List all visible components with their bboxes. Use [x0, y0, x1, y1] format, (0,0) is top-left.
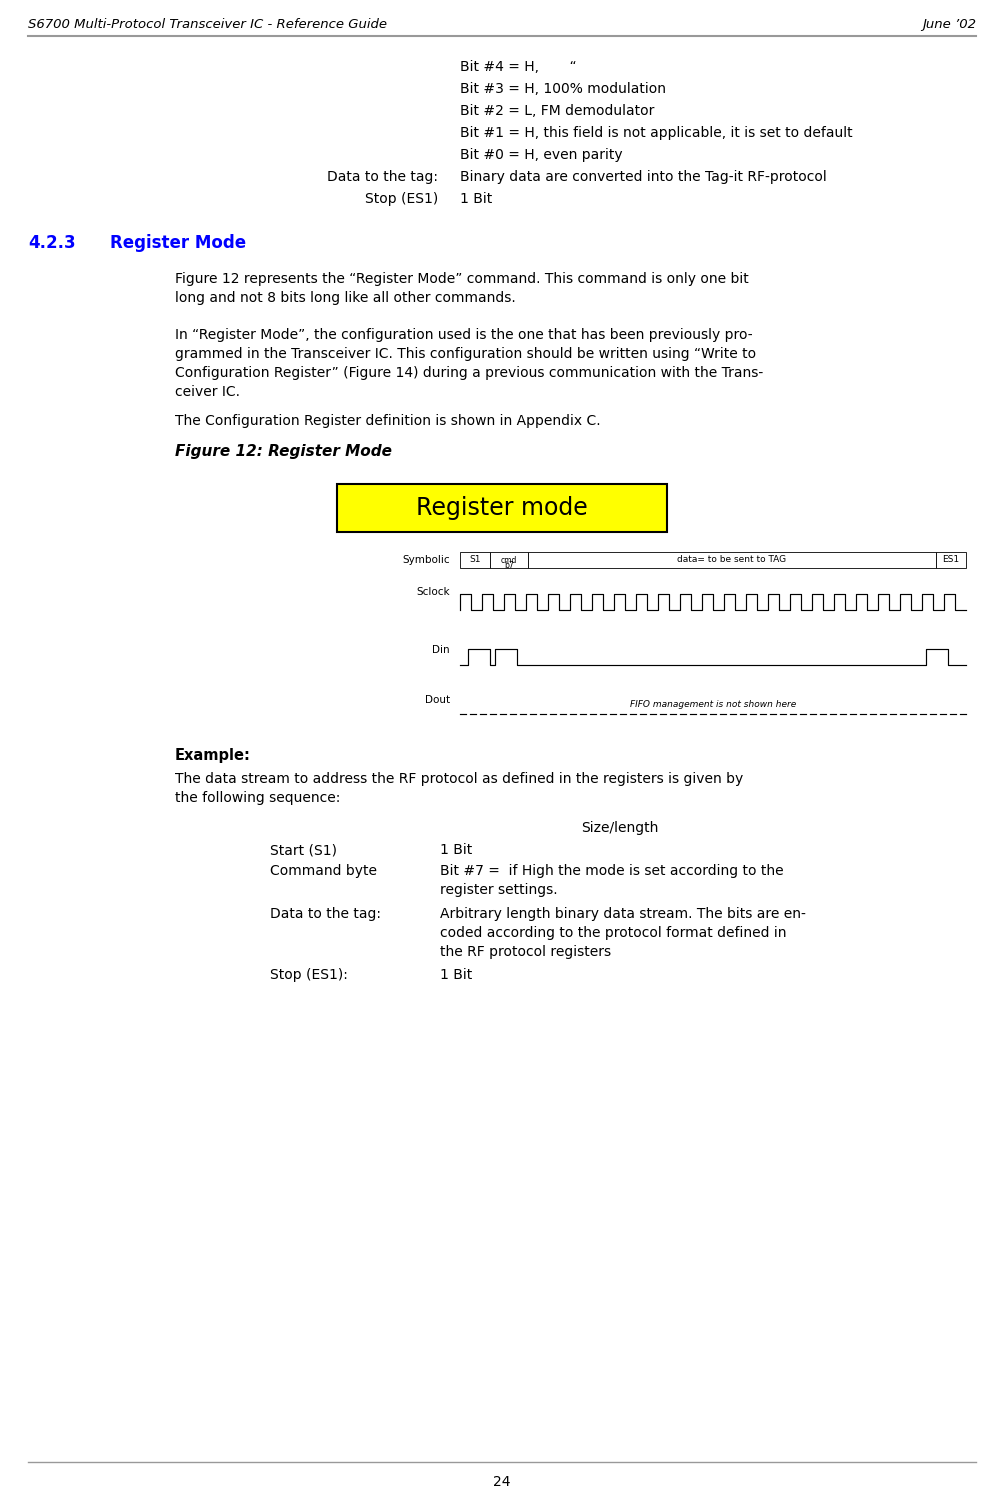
Text: 1 Bit: 1 Bit: [459, 192, 491, 207]
Text: Dout: Dout: [424, 695, 449, 704]
Text: Figure 12: Register Mode: Figure 12: Register Mode: [175, 444, 391, 459]
Text: Symbolic: Symbolic: [402, 554, 449, 565]
Text: Command byte: Command byte: [270, 863, 376, 878]
Text: Figure 12 represents the “Register Mode” command. This command is only one bit: Figure 12 represents the “Register Mode”…: [175, 272, 748, 285]
Text: Data to the tag:: Data to the tag:: [270, 906, 380, 921]
Text: Binary data are converted into the Tag-it RF-protocol: Binary data are converted into the Tag-i…: [459, 169, 825, 184]
Text: ceiver IC.: ceiver IC.: [175, 385, 240, 400]
Text: Bit #4 = H,       “: Bit #4 = H, “: [459, 59, 576, 74]
Text: the RF protocol registers: the RF protocol registers: [439, 945, 611, 958]
Bar: [459, 551, 489, 568]
Text: In “Register Mode”, the configuration used is the one that has been previously p: In “Register Mode”, the configuration us…: [175, 328, 752, 342]
Bar: [337, 484, 666, 532]
Text: Bit #1 = H, this field is not applicable, it is set to default: Bit #1 = H, this field is not applicable…: [459, 126, 852, 140]
Text: data= to be sent to TAG: data= to be sent to TAG: [677, 556, 785, 565]
Text: June ’02: June ’02: [921, 18, 975, 31]
Text: 4.2.3: 4.2.3: [28, 233, 75, 253]
Text: The data stream to address the RF protocol as defined in the registers is given : The data stream to address the RF protoc…: [175, 773, 742, 786]
Text: Register Mode: Register Mode: [110, 233, 246, 253]
Text: 1 Bit: 1 Bit: [439, 967, 471, 982]
Text: cmd: cmd: [500, 556, 517, 565]
Text: S1: S1: [468, 556, 480, 565]
Text: the following sequence:: the following sequence:: [175, 791, 340, 805]
Text: Stop (ES1):: Stop (ES1):: [270, 967, 347, 982]
Text: Register mode: Register mode: [415, 496, 588, 520]
Text: Din: Din: [432, 645, 449, 655]
Text: b7: b7: [504, 562, 514, 571]
Text: Data to the tag:: Data to the tag:: [327, 169, 437, 184]
Text: Stop (ES1): Stop (ES1): [364, 192, 437, 207]
Text: Configuration Register” (Figure 14) during a previous communication with the Tra: Configuration Register” (Figure 14) duri…: [175, 366, 762, 380]
Text: Bit #7 =  if High the mode is set according to the: Bit #7 = if High the mode is set accordi…: [439, 863, 783, 878]
Text: register settings.: register settings.: [439, 883, 557, 898]
Text: Bit #0 = H, even parity: Bit #0 = H, even parity: [459, 149, 622, 162]
Text: Start (S1): Start (S1): [270, 843, 337, 857]
Text: Bit #3 = H, 100% modulation: Bit #3 = H, 100% modulation: [459, 82, 665, 97]
Text: The Configuration Register definition is shown in Appendix C.: The Configuration Register definition is…: [175, 415, 600, 428]
Bar: [528, 551, 935, 568]
Text: S6700 Multi-Protocol Transceiver IC - Reference Guide: S6700 Multi-Protocol Transceiver IC - Re…: [28, 18, 386, 31]
Text: FIFO management is not shown here: FIFO management is not shown here: [629, 700, 795, 709]
Text: Example:: Example:: [175, 747, 251, 762]
Text: ES1: ES1: [942, 556, 959, 565]
Text: grammed in the Transceiver IC. This configuration should be written using “Write: grammed in the Transceiver IC. This conf…: [175, 348, 755, 361]
Text: 24: 24: [492, 1476, 511, 1486]
Bar: [935, 551, 965, 568]
Text: Size/length: Size/length: [581, 820, 658, 835]
Text: Sclock: Sclock: [416, 587, 449, 597]
Text: long and not 8 bits long like all other commands.: long and not 8 bits long like all other …: [175, 291, 516, 305]
Text: 1 Bit: 1 Bit: [439, 843, 471, 857]
Text: coded according to the protocol format defined in: coded according to the protocol format d…: [439, 926, 785, 941]
Text: Bit #2 = L, FM demodulator: Bit #2 = L, FM demodulator: [459, 104, 654, 117]
Bar: [489, 551, 528, 568]
Text: Arbitrary length binary data stream. The bits are en-: Arbitrary length binary data stream. The…: [439, 906, 805, 921]
